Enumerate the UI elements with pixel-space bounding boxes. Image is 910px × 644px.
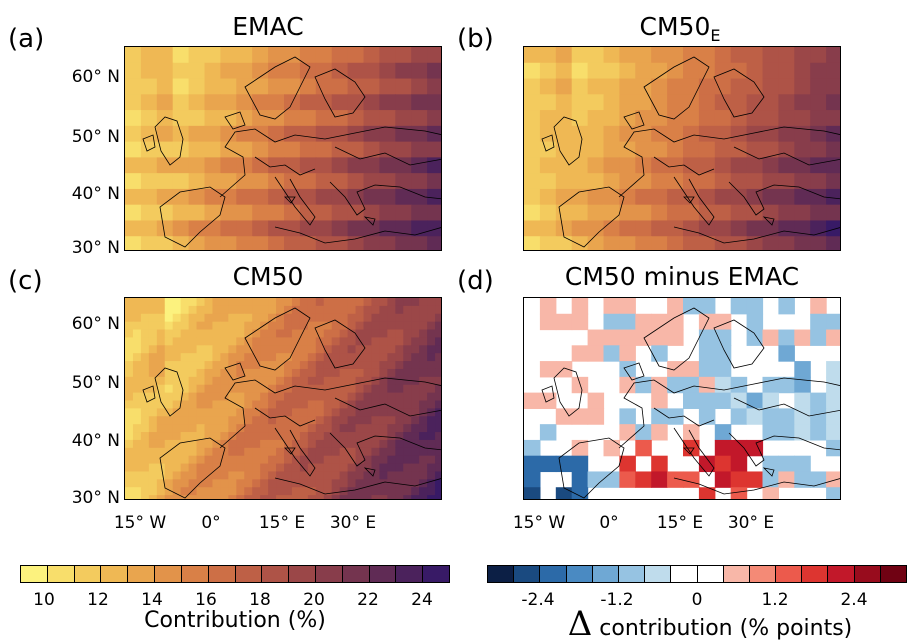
colorbar-swatch — [315, 566, 343, 582]
colorbar-swatch — [21, 566, 48, 582]
colorbar-swatch — [697, 566, 724, 582]
colorbar-swatch — [592, 566, 619, 582]
colorbar-difference-title-text: contribution (% points) — [599, 616, 853, 641]
colorbar-swatch — [880, 566, 906, 582]
lon-label-30e-left: 30° E — [329, 513, 377, 533]
lat-label-50-top: 50° N — [71, 127, 120, 147]
panel-a-title: EMAC — [232, 12, 304, 41]
lat-label-40-top: 40° N — [71, 184, 120, 204]
lon-label-15e-right: 15° E — [656, 513, 704, 533]
colorbar-swatch — [47, 566, 75, 582]
colorbar-swatch — [128, 566, 156, 582]
colorbar-swatch — [514, 566, 541, 582]
colorbar-difference — [487, 565, 907, 583]
colorbar-swatch — [618, 566, 646, 582]
lon-label-15e-left: 15° E — [258, 513, 306, 533]
colorbar-swatch — [723, 566, 750, 582]
cb-left-tick: 16 — [195, 590, 217, 610]
delta-symbol: Δ — [567, 604, 593, 644]
lon-label-0-right: 0° — [599, 513, 619, 533]
lat-label-60-top: 60° N — [71, 67, 120, 87]
panel-d-title: CM50 minus EMAC — [564, 262, 800, 291]
panel-b-label: (b) — [457, 24, 494, 54]
panel-d-label: (d) — [457, 266, 494, 296]
colorbar-swatch — [802, 566, 829, 582]
cb-left-tick: 22 — [357, 590, 379, 610]
panel-b-title: CM50E — [520, 12, 840, 45]
map-panel-cm50 — [124, 297, 442, 500]
cb-right-tick: 2.4 — [840, 590, 868, 610]
lon-label-15w-left: 15° W — [113, 513, 167, 533]
colorbar-swatch — [235, 566, 263, 582]
colorbar-swatch — [181, 566, 209, 582]
map-panel-emac — [124, 46, 442, 251]
lon-label-15w-right: 15° W — [512, 513, 566, 533]
colorbar-swatch — [776, 566, 803, 582]
cb-right-tick: 0 — [691, 590, 703, 610]
colorbar-swatch — [396, 566, 424, 582]
colorbar-swatch — [423, 566, 449, 582]
map-panel-cm50e — [523, 46, 841, 251]
panel-b-title-sub: E — [710, 26, 721, 45]
colorbar-swatch — [854, 566, 881, 582]
colorbar-swatch — [262, 566, 290, 582]
colorbar-swatch — [289, 566, 316, 582]
lat-label-30-bottom: 30° N — [71, 488, 120, 508]
colorbar-swatch — [540, 566, 567, 582]
colorbar-swatch — [749, 566, 777, 582]
lat-label-50-bottom: 50° N — [71, 373, 120, 393]
colorbar-swatch — [645, 566, 672, 582]
panel-c-title: CM50 — [232, 262, 304, 291]
cb-left-tick: 18 — [249, 590, 271, 610]
colorbar-swatch — [342, 566, 370, 582]
cb-left-tick: 10 — [33, 590, 55, 610]
cb-left-tick: 14 — [141, 590, 163, 610]
lat-label-60-bottom: 60° N — [71, 314, 120, 334]
colorbar-swatch — [488, 566, 515, 582]
colorbar-swatch — [155, 566, 182, 582]
lon-label-30e-right: 30° E — [727, 513, 775, 533]
colorbar-swatch — [208, 566, 236, 582]
map-panel-difference — [523, 297, 841, 500]
lat-label-40-bottom: 40° N — [71, 431, 120, 451]
colorbar-swatch — [671, 566, 698, 582]
colorbar-swatch — [101, 566, 129, 582]
cb-left-tick: 20 — [303, 590, 325, 610]
colorbar-contribution — [20, 565, 450, 583]
panel-a-label: (a) — [8, 24, 45, 54]
colorbar-difference-title: Δ contribution (% points) — [520, 604, 900, 644]
cb-right-tick: -1.2 — [600, 590, 634, 610]
cb-right-tick: -2.4 — [521, 590, 555, 610]
colorbar-contribution-title: Contribution (%) — [144, 608, 326, 633]
colorbar-swatch — [369, 566, 397, 582]
colorbar-swatch — [566, 566, 593, 582]
colorbar-swatch — [74, 566, 102, 582]
cb-right-tick: 1.2 — [761, 590, 789, 610]
cb-left-tick: 24 — [411, 590, 433, 610]
lat-label-30-top: 30° N — [71, 238, 120, 258]
panel-b-title-base: CM50 — [639, 12, 711, 41]
lon-label-0-left: 0° — [201, 513, 221, 533]
cb-left-tick: 12 — [87, 590, 109, 610]
colorbar-swatch — [828, 566, 855, 582]
panel-c-label: (c) — [8, 266, 43, 296]
